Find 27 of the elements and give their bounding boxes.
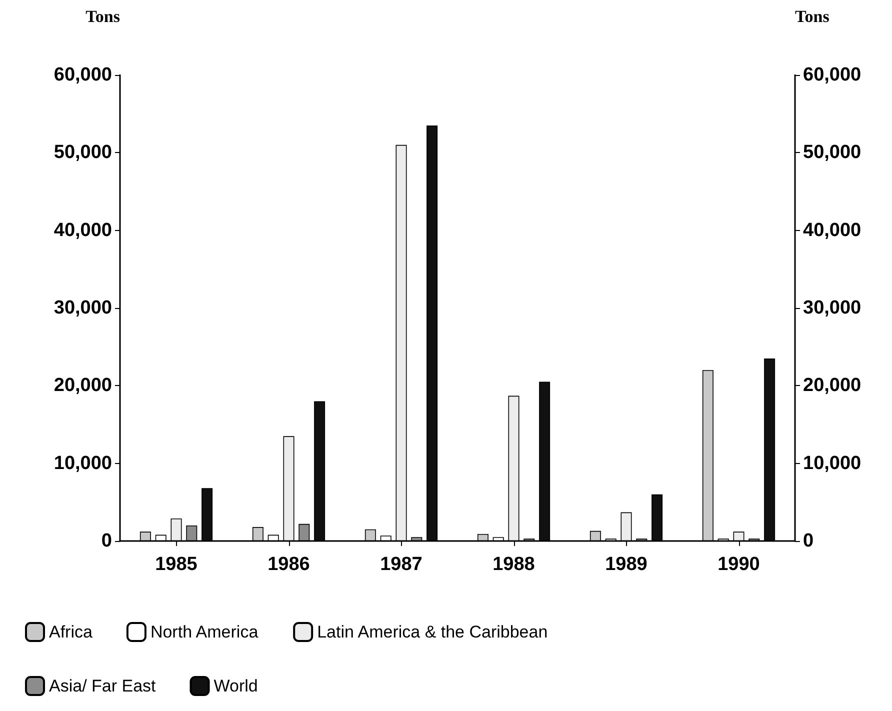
x-tick-label: 1988 (492, 554, 535, 575)
legend-label: Latin America & the Caribbean (317, 622, 548, 642)
x-tick-label: 1989 (605, 554, 648, 575)
y-tick-label: 20,000 (54, 375, 112, 396)
legend-label: Africa (49, 622, 93, 642)
y2-tick-label: 50,000 (803, 142, 862, 164)
y-tick-label: 40,000 (54, 220, 112, 241)
legend-label: North America (150, 622, 259, 642)
legend-label: Asia/ Far East (49, 676, 156, 696)
x-tick-label: 1987 (380, 554, 422, 575)
y2-tick-label: 10,000 (803, 452, 862, 474)
y2-tick-label: 40,000 (803, 220, 862, 241)
y2-axis-title: Tons (795, 7, 830, 26)
y2-tick-label: 20,000 (803, 375, 862, 396)
x-tick-label: 1990 (718, 554, 760, 575)
y-tick-label: 10,000 (54, 452, 112, 474)
y-axis-title: Tons (86, 7, 120, 26)
y-tick-label: 60,000 (54, 64, 112, 86)
y-tick-label: 30,000 (54, 298, 112, 318)
y2-tick-label: 60,000 (803, 64, 862, 86)
legend-label: World (214, 676, 258, 696)
x-tick-label: 1985 (155, 554, 198, 575)
y2-tick-label: 0 (803, 530, 814, 552)
y-tick-label: 0 (101, 530, 112, 552)
x-tick-label: 1986 (268, 554, 310, 575)
y-tick-label: 50,000 (54, 142, 112, 164)
y2-tick-label: 30,000 (803, 298, 862, 318)
